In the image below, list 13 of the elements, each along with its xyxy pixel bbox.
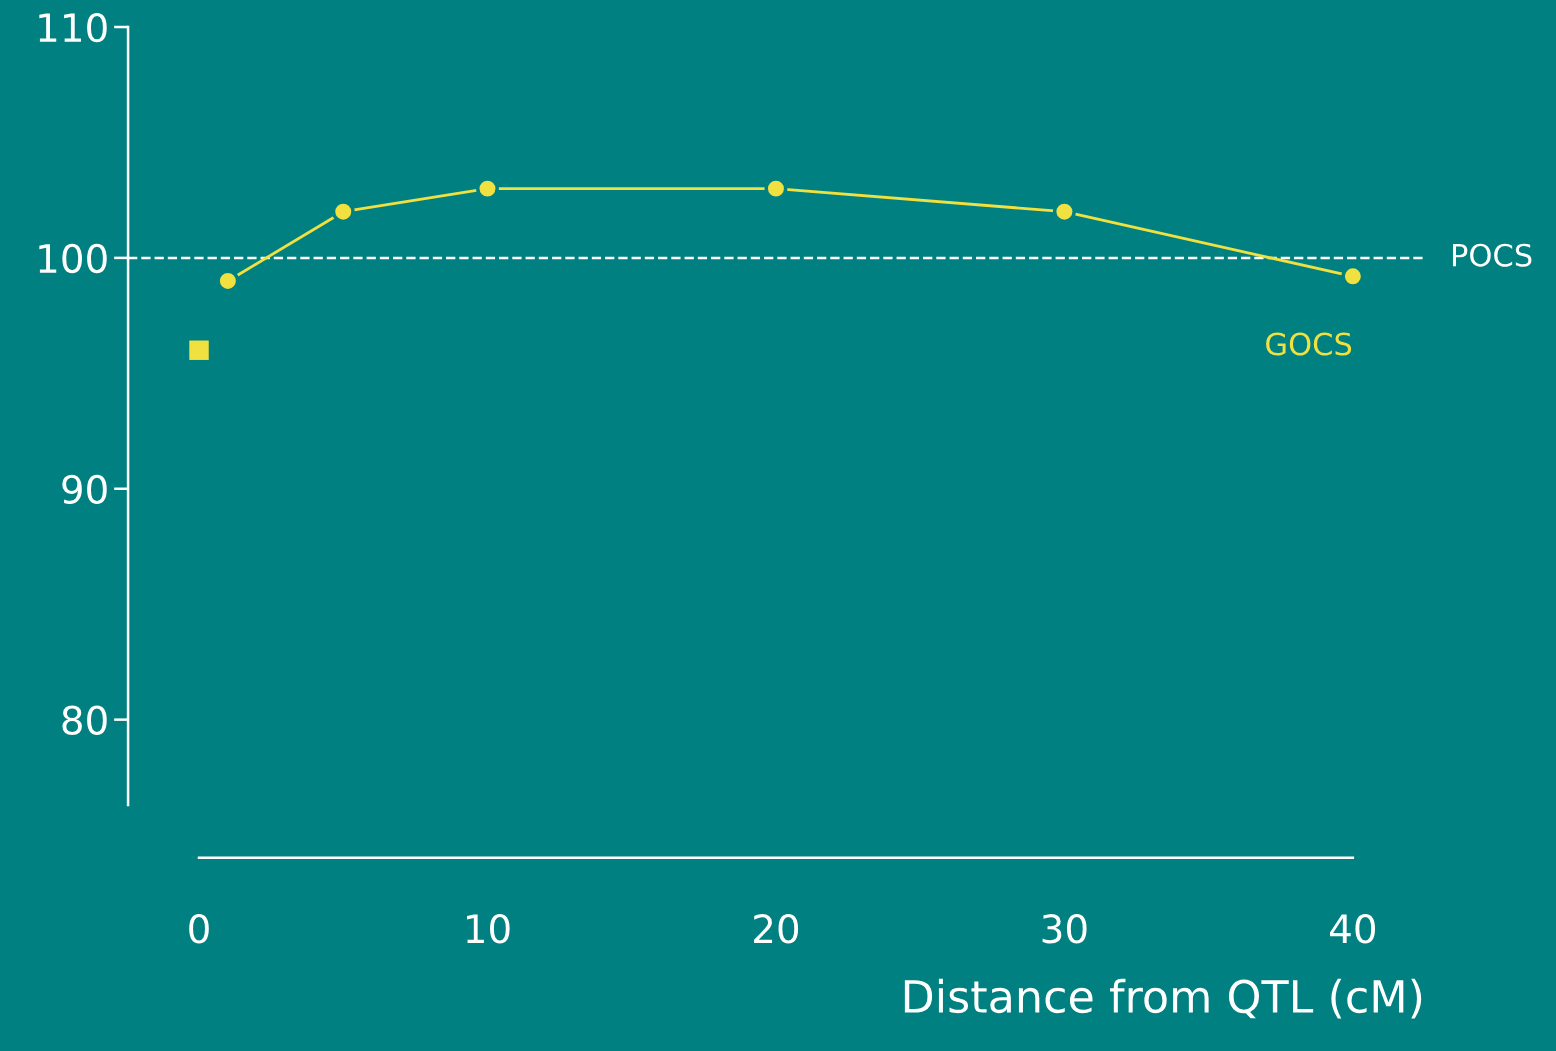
x-tick-label: 20 (754, 914, 799, 944)
x-axis-title: Distance from QTL (cM) (904, 978, 1422, 1019)
y-tick-label: 110 (39, 12, 107, 43)
x-tick-label: 0 (189, 914, 209, 944)
y-tick-label: 100 (39, 243, 107, 274)
x-tick-label: 30 (1042, 914, 1087, 944)
x-tick-label: 10 (467, 914, 510, 944)
y-tick-label: 90 (62, 474, 107, 505)
y-tick-label: 80 (62, 705, 107, 735)
ref-line-label: POCS (1452, 243, 1532, 267)
x-tick-label: 40 (1330, 914, 1376, 944)
series-label: GOCS (1266, 332, 1352, 356)
point (189, 340, 209, 360)
